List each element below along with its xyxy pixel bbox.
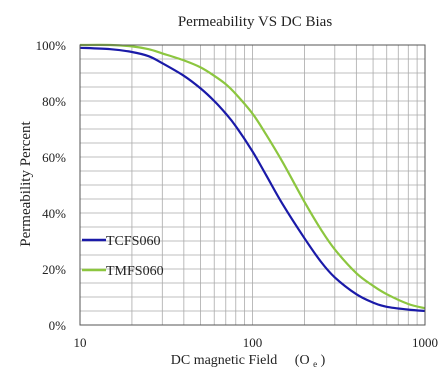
x-axis-unit-subscript: e: [313, 359, 317, 369]
legend: TCFS060 TMFS060: [82, 234, 164, 279]
chart-title: Permeability VS DC Bias: [178, 14, 332, 30]
y-tick-label: 40%: [42, 206, 66, 221]
x-axis-unit: (O: [295, 353, 310, 368]
y-tick-label: 80%: [42, 94, 66, 109]
legend-label-tmfs060: TMFS060: [106, 264, 164, 279]
legend-label-tcfs060: TCFS060: [106, 234, 160, 249]
plot-area-border: [79, 44, 426, 326]
y-tick-label: 60%: [42, 150, 66, 165]
x-axis-label: DC magnetic Field (O e ): [171, 353, 326, 371]
x-axis-unit-close: ): [321, 353, 326, 368]
x-axis-label-text: DC magnetic Field: [171, 353, 278, 368]
y-tick-label: 0%: [49, 318, 67, 333]
x-tick-label: 10: [74, 335, 87, 350]
series-line-tmfs060: [79, 43, 426, 310]
y-tick-label: 100%: [36, 38, 67, 53]
y-axis-label: Permeability Percent: [18, 120, 34, 246]
grid: [80, 45, 425, 325]
y-tick-label: 20%: [42, 262, 66, 277]
series-layer: [79, 43, 426, 313]
series-line-tcfs060: [79, 46, 426, 313]
x-tick-label: 100: [243, 335, 263, 350]
tick-labels: 0% 20% 40% 60% 80% 100% 10 100 1000: [36, 38, 438, 350]
x-tick-label: 1000: [412, 335, 438, 350]
